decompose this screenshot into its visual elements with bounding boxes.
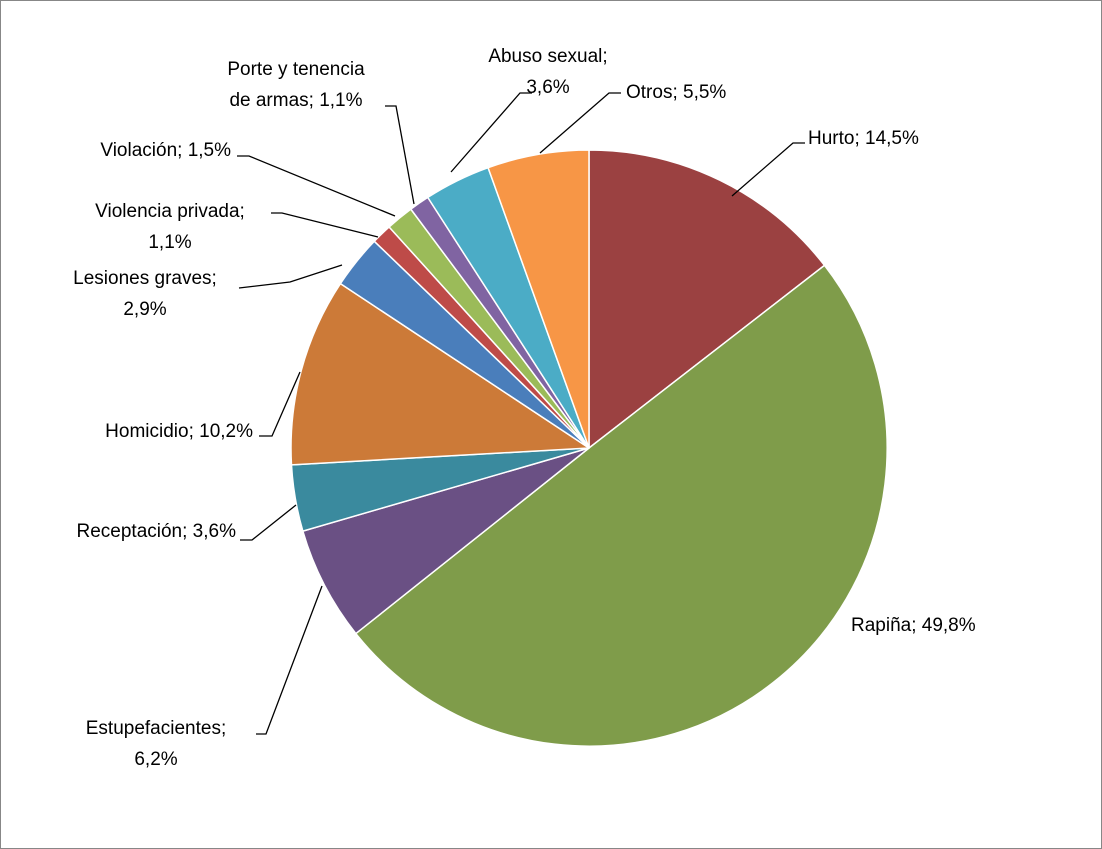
slice-label-5: Lesiones graves; 2,9% bbox=[73, 268, 217, 320]
leader-lines bbox=[237, 92, 805, 735]
pie-slice-1 bbox=[355, 264, 888, 747]
leader-line-8 bbox=[385, 105, 415, 205]
leader-line-10 bbox=[539, 92, 621, 154]
slice-labels: Hurto; 14,5% Rapiña; 49,8% Estupefacientes… bbox=[73, 46, 976, 770]
pie-slice-4 bbox=[290, 282, 590, 466]
leader-line-3 bbox=[240, 504, 297, 541]
slice-label-9: Abuso sexual; 3,6% bbox=[488, 46, 607, 98]
slice-label-1: Rapiña; 49,8% bbox=[851, 615, 976, 636]
slice-label-6: Violencia privada; 1,1% bbox=[95, 201, 245, 253]
slice-label-7: Violación; 1,5% bbox=[100, 140, 231, 161]
slice-label-2: Estupefacientes; 6,2% bbox=[86, 718, 226, 770]
pie-slices bbox=[290, 149, 888, 747]
leader-line-2 bbox=[256, 585, 323, 735]
pie-slice-2 bbox=[302, 447, 590, 635]
slice-label-8: Porte y tenencia de armas; 1,1% bbox=[227, 59, 365, 111]
slice-label-4: Homicidio; 10,2% bbox=[105, 421, 253, 442]
slice-label-3: Receptación; 3,6% bbox=[77, 521, 237, 542]
pie-slice-0 bbox=[588, 149, 826, 449]
leader-line-9 bbox=[450, 92, 532, 173]
slice-label-0: Hurto; 14,5% bbox=[808, 128, 919, 149]
pie-slice-10 bbox=[487, 149, 590, 449]
leader-line-0 bbox=[731, 142, 805, 197]
leader-line-4 bbox=[259, 371, 301, 437]
leader-line-7 bbox=[237, 155, 396, 217]
leader-line-6 bbox=[271, 212, 379, 238]
leader-line-5 bbox=[238, 264, 343, 289]
slice-label-10: Otros; 5,5% bbox=[626, 82, 726, 103]
